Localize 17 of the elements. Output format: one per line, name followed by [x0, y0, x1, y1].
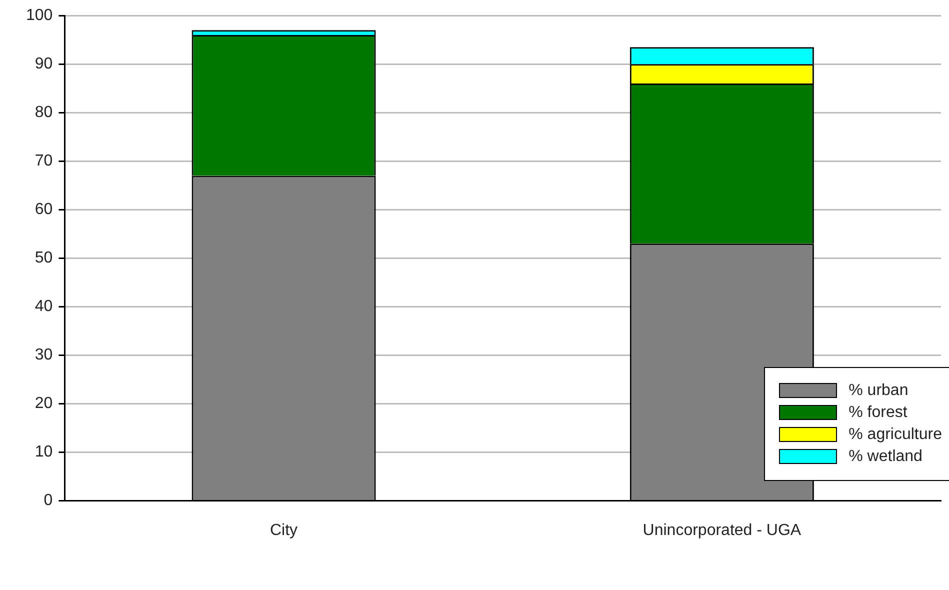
y-tick-label: 20 [34, 395, 53, 412]
legend-label: % forest [848, 404, 908, 422]
y-tick-label: 80 [34, 104, 53, 122]
x-tick-label: Unincorporated - UGA [642, 522, 802, 539]
legend-label: % urban [848, 382, 908, 400]
y-tick-label: 0 [44, 492, 53, 510]
x-tick-label: City [270, 522, 298, 539]
y-tick-label: 10 [34, 444, 53, 461]
y-tick-label: 60 [34, 201, 53, 218]
y-tick-label: 30 [34, 346, 53, 364]
legend-label: % agriculture [848, 426, 942, 444]
y-tick-label: 100 [26, 7, 53, 24]
y-tick-label: 90 [34, 56, 53, 73]
y-tick-label: 40 [34, 298, 53, 316]
legend-label: % wetland [848, 448, 922, 466]
y-tick-label: 70 [34, 152, 53, 170]
y-tick-label: 50 [34, 250, 53, 267]
